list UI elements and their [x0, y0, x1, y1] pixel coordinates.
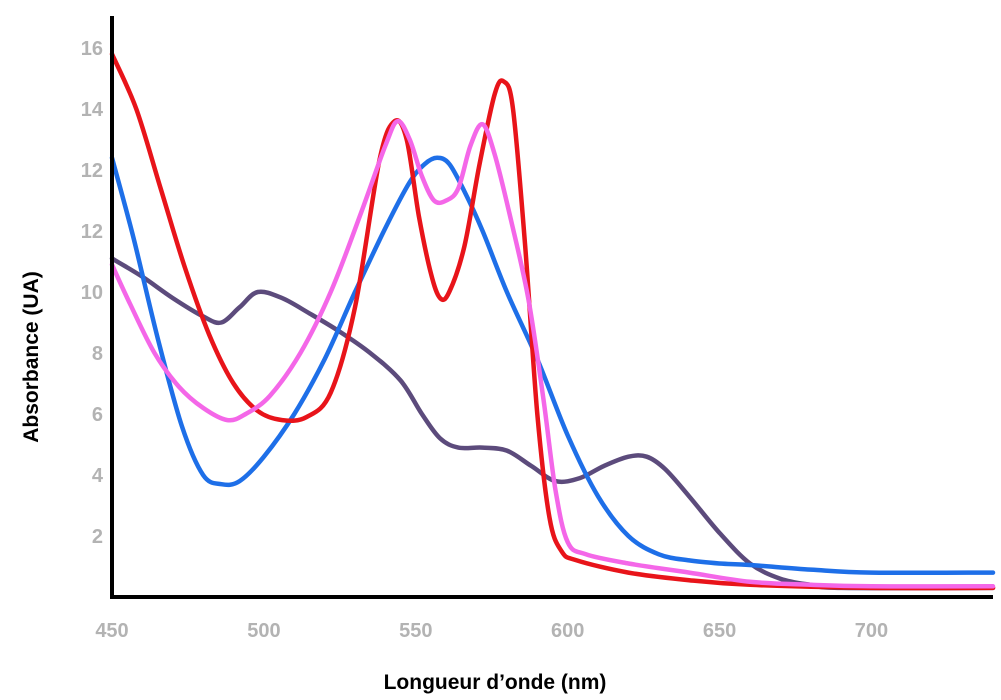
x-tick-label: 600: [551, 620, 584, 642]
y-tick-label: 8: [92, 343, 103, 365]
y-tick-label: 6: [92, 404, 103, 426]
x-tick-label: 450: [95, 620, 128, 642]
y-tick-label: 16: [81, 38, 103, 60]
series-layer: [109, 51, 996, 591]
series-line-3: [109, 118, 996, 589]
y-axis-title: Absorbance (UA): [20, 271, 43, 443]
x-tick-label: 650: [703, 620, 736, 642]
y-tick-label: 10: [81, 282, 103, 304]
series-line-2: [109, 155, 996, 576]
y-tick-label: 12: [81, 160, 103, 182]
y-axis-ticks: 2 4 6 8 10 12 12 14 16: [81, 38, 104, 548]
x-tick-label: 700: [855, 620, 888, 642]
series-line-4: [109, 256, 996, 591]
y-tick-label: 12: [81, 221, 103, 243]
x-tick-label: 500: [247, 620, 280, 642]
y-tick-label: 4: [92, 465, 104, 487]
y-tick-label: 2: [92, 526, 103, 548]
y-tick-label: 14: [81, 99, 104, 121]
x-axis-ticks: 450 500 550 600 650 700: [95, 620, 888, 642]
x-axis-title: Longueur d’onde (nm): [384, 671, 607, 694]
x-tick-label: 550: [399, 620, 432, 642]
series-line-1: [109, 51, 996, 591]
